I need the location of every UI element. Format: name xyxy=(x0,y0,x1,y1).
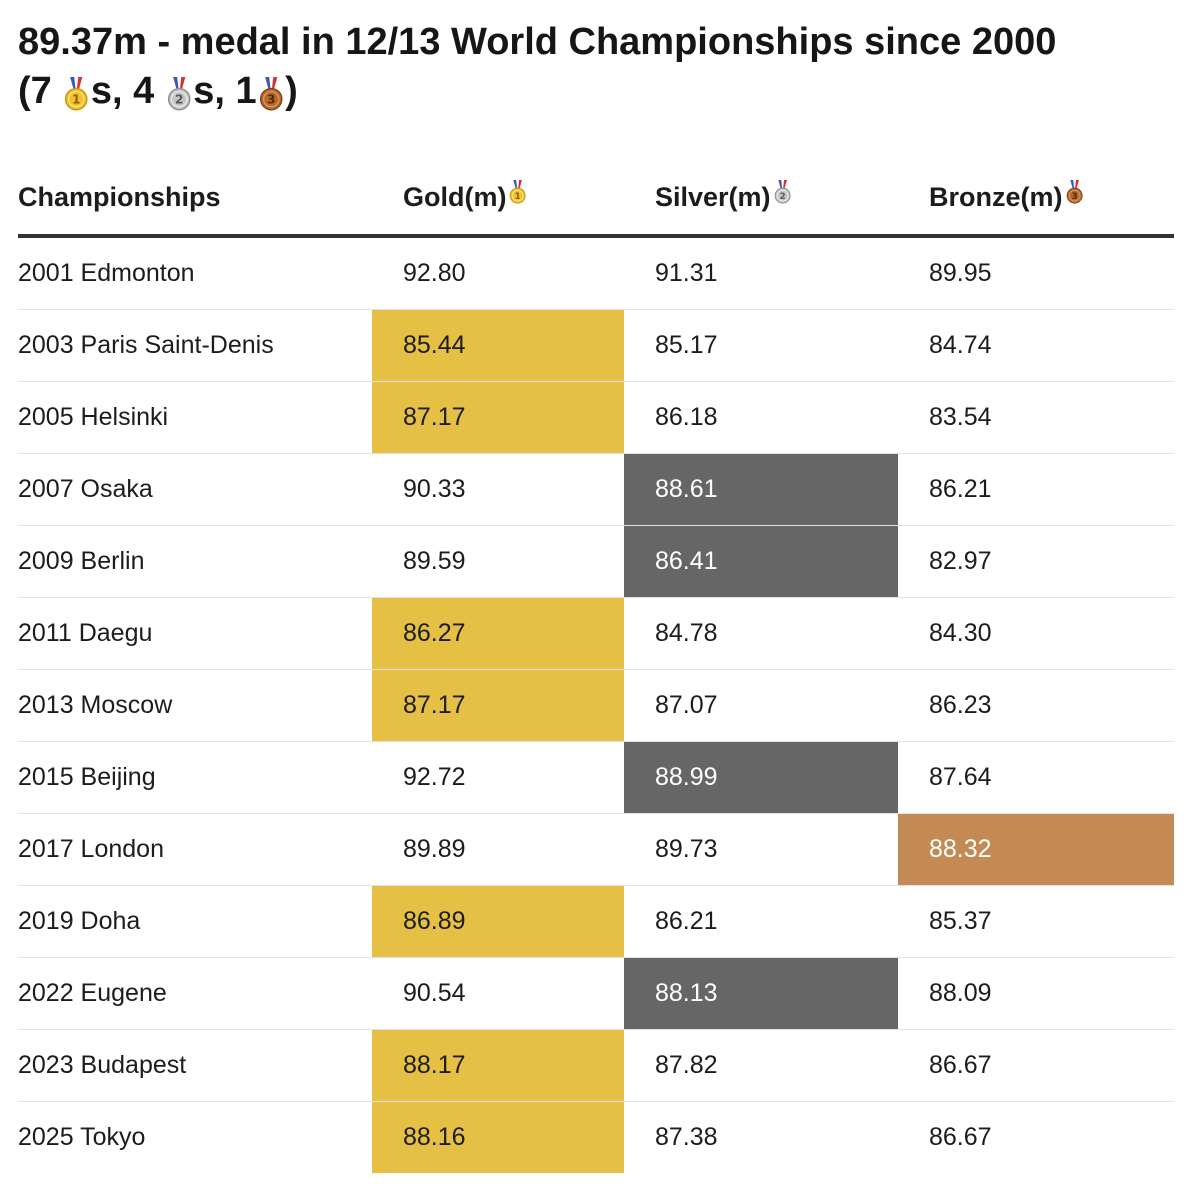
championship-cell: 2009 Berlin xyxy=(18,525,372,598)
gold-value-cell: 86.27 xyxy=(372,597,624,670)
bronze-medal-icon: 3 xyxy=(259,75,283,124)
gold-value-cell: 90.54 xyxy=(372,957,624,1030)
bronze-value-cell: 84.74 xyxy=(898,309,1174,382)
page-title: 89.37m - medal in 12/13 World Championsh… xyxy=(18,18,1188,124)
table-row: 2005 Helsinki 87.17 86.18 83.54 xyxy=(18,381,1174,454)
gold-value-cell: 87.17 xyxy=(372,381,624,454)
svg-text:3: 3 xyxy=(267,93,276,107)
silver-value-cell: 84.78 xyxy=(624,597,898,670)
championship-cell: 2013 Moscow xyxy=(18,669,372,742)
header-championships: Championships xyxy=(18,160,372,238)
bronze-value-cell: 83.54 xyxy=(898,381,1174,454)
header-gold: Gold(m) 1 xyxy=(372,160,624,238)
silver-value-cell: 87.38 xyxy=(655,1123,718,1151)
bronze-value-cell: 88.32 xyxy=(898,813,1174,886)
gold-value-cell: 87.17 xyxy=(372,669,624,742)
header-silver: Silver(m) 2 xyxy=(624,160,898,238)
gold-value-cell: 85.44 xyxy=(372,309,624,382)
table-row: 2001 Edmonton 92.80 91.31 89.95 xyxy=(18,236,1174,310)
championship-cell: 2022 Eugene xyxy=(18,957,372,1030)
gold-value-cell: 89.59 xyxy=(372,525,624,598)
table-row: 2013 Moscow 87.17 87.07 86.23 xyxy=(18,669,1174,742)
silver-medal-icon: 2 xyxy=(774,179,791,211)
title-close: ) xyxy=(285,70,298,112)
title-line-2: (7 1 s, 4 2 s, 1 3) xyxy=(18,67,1188,124)
silver-medal-icon: 2 xyxy=(167,75,191,124)
gold-medal-icon: 1 xyxy=(64,75,88,124)
title-open: (7 xyxy=(18,70,52,112)
svg-text:2: 2 xyxy=(779,191,785,201)
bronze-value-cell: 87.64 xyxy=(898,741,1174,814)
svg-text:3: 3 xyxy=(1071,191,1077,201)
silver-value-cell: 86.41 xyxy=(624,525,898,598)
table-body: 2001 Edmonton 92.80 91.31 89.95 2003 Paris S… xyxy=(18,236,1174,1173)
table-row: 2019 Doha 86.89 86.21 85.37 xyxy=(18,885,1174,958)
gold-value-cell: 86.89 xyxy=(372,885,624,958)
gold-value-cell: 90.33 xyxy=(372,453,624,526)
table-row: 2007 Osaka 90.33 88.61 86.21 xyxy=(18,453,1174,526)
silver-value-cell: 89.73 xyxy=(624,813,898,886)
results-table: Championships Gold(m) 1 Silver(m) 2 Bronze… xyxy=(18,160,1174,1173)
bronze-value-cell: 85.37 xyxy=(898,885,1174,958)
championship-cell: 2007 Osaka xyxy=(18,453,372,526)
bronze-value-cell: 82.97 xyxy=(898,525,1174,598)
bronze-value-cell: 84.30 xyxy=(898,597,1174,670)
gold-value-cell: 92.72 xyxy=(372,741,624,814)
title-after-silver: s, 1 xyxy=(193,70,257,112)
bronze-value-cell: 86.67 xyxy=(929,1123,992,1151)
silver-value-cell: 91.31 xyxy=(624,236,898,310)
table-header-row: Championships Gold(m) 1 Silver(m) 2 Bronze… xyxy=(18,160,1174,238)
table-row: 2003 Paris Saint-Denis 85.44 85.17 84.74 xyxy=(18,309,1174,382)
silver-value-cell: 86.18 xyxy=(624,381,898,454)
svg-text:1: 1 xyxy=(515,191,521,201)
championship-cell: 2017 London xyxy=(18,813,372,886)
header-silver-label: Silver(m) xyxy=(655,181,771,212)
header-championships-label: Championships xyxy=(18,181,221,212)
title-after-gold: s, 4 xyxy=(90,70,155,112)
gold-value-cell: 88.16 xyxy=(372,1101,624,1173)
silver-value-cell: 86.21 xyxy=(624,885,898,958)
championship-cell: 2023 Budapest xyxy=(18,1029,372,1102)
bronze-value-cell: 88.09 xyxy=(898,957,1174,1030)
header-bronze: Bronze(m) 3 xyxy=(898,160,1174,238)
title-line-1: 89.37m - medal in 12/13 World Championsh… xyxy=(18,21,1057,63)
championship-cell: 2005 Helsinki xyxy=(18,381,372,454)
bronze-value-cell: 86.23 xyxy=(898,669,1174,742)
table-row: 2023 Budapest 88.17 87.82 86.67 xyxy=(18,1029,1174,1102)
gold-value-cell: 92.80 xyxy=(372,236,624,310)
silver-value-cell: 85.17 xyxy=(624,309,898,382)
bronze-medal-icon: 3 xyxy=(1066,179,1083,211)
header-bronze-label: Bronze(m) xyxy=(929,181,1063,212)
gold-value-cell: 89.89 xyxy=(372,813,624,886)
silver-value-cell: 87.82 xyxy=(624,1029,898,1102)
table-row: 2011 Daegu 86.27 84.78 84.30 xyxy=(18,597,1174,670)
championship-cell: 2003 Paris Saint-Denis xyxy=(18,309,372,382)
header-gold-label: Gold(m) xyxy=(403,181,507,212)
table-row: 2017 London 89.89 89.73 88.32 xyxy=(18,813,1174,886)
silver-value-cell: 88.61 xyxy=(624,453,898,526)
championship-cell: 2011 Daegu xyxy=(18,597,372,670)
bronze-value-cell: 86.21 xyxy=(898,453,1174,526)
bronze-value-cell: 89.95 xyxy=(898,236,1174,310)
gold-value-cell: 88.17 xyxy=(372,1029,624,1102)
championship-cell: 2001 Edmonton xyxy=(18,236,372,310)
gold-medal-icon: 1 xyxy=(509,179,527,211)
table-row: 2025 Tokyo 88.16 87.38 86.67 xyxy=(18,1101,1174,1173)
championship-cell: 2015 Beijing xyxy=(18,741,372,814)
championship-cell: 2019 Doha xyxy=(18,885,372,958)
svg-text:2: 2 xyxy=(175,93,184,107)
bronze-value-cell: 86.67 xyxy=(898,1029,1174,1102)
silver-value-cell: 87.07 xyxy=(624,669,898,742)
svg-text:1: 1 xyxy=(72,93,81,107)
silver-value-cell: 88.99 xyxy=(624,741,898,814)
table-row: 2009 Berlin 89.59 86.41 82.97 xyxy=(18,525,1174,598)
table-row: 2015 Beijing 92.72 88.99 87.64 xyxy=(18,741,1174,814)
championship-cell: 2025 Tokyo xyxy=(18,1123,146,1151)
silver-value-cell: 88.13 xyxy=(624,957,898,1030)
table-row: 2022 Eugene 90.54 88.13 88.09 xyxy=(18,957,1174,1030)
